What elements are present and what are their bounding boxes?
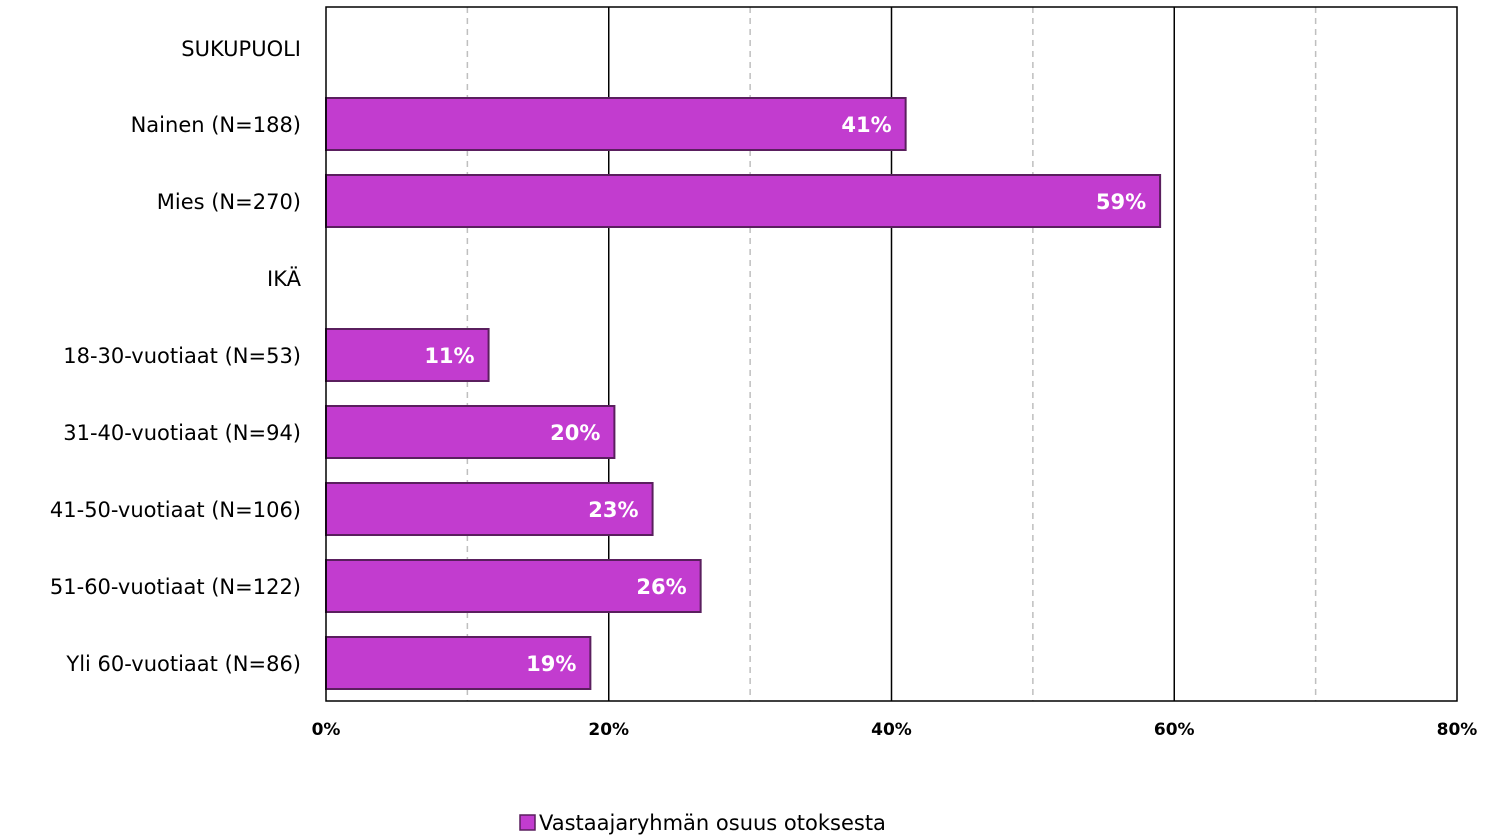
plot-border (325, 6, 1458, 702)
data-label: 11% (424, 344, 474, 368)
x-tick-label: 80% (1437, 720, 1478, 740)
category-label: 31-40-vuotiaat (N=94) (63, 421, 301, 445)
category-label: 51-60-vuotiaat (N=122) (50, 575, 301, 599)
category-labels: SUKUPUOLI Nainen (N=188) Mies (N=270) IKÄ 18… (50, 37, 302, 676)
x-tick-label: 40% (871, 720, 912, 740)
data-label: 26% (636, 575, 686, 599)
data-label: 41% (841, 113, 891, 137)
data-label: 59% (1096, 190, 1146, 214)
bar (325, 174, 1162, 228)
bars-layer (325, 97, 1162, 690)
category-label: Yli 60-vuotiaat (N=86) (65, 652, 301, 676)
legend-swatch (519, 814, 536, 831)
legend: Vastaajaryhmän osuus otoksesta (519, 811, 886, 835)
bar (325, 328, 490, 382)
data-label: 19% (526, 652, 576, 676)
x-tick-label: 20% (588, 720, 629, 740)
data-label: 23% (588, 498, 638, 522)
x-tick-label: 0% (312, 720, 341, 740)
x-tick-label: 60% (1154, 720, 1195, 740)
category-label: Mies (N=270) (157, 190, 301, 214)
data-label: 20% (550, 421, 600, 445)
category-label: 41-50-vuotiaat (N=106) (50, 498, 301, 522)
data-labels: 41% 59% 11% 20% 23% 26% 19% (424, 113, 1146, 676)
bar (325, 405, 616, 459)
x-tick-labels: 0% 20% 40% 60% 80% (312, 720, 1478, 740)
category-label: IKÄ (267, 266, 302, 291)
category-label: 18-30-vuotiaat (N=53) (63, 344, 301, 368)
plot-frame (325, 6, 1458, 702)
legend-label: Vastaajaryhmän osuus otoksesta (539, 811, 886, 835)
bar (325, 97, 907, 151)
category-label: SUKUPUOLI (181, 37, 301, 61)
category-label: Nainen (N=188) (131, 113, 301, 137)
